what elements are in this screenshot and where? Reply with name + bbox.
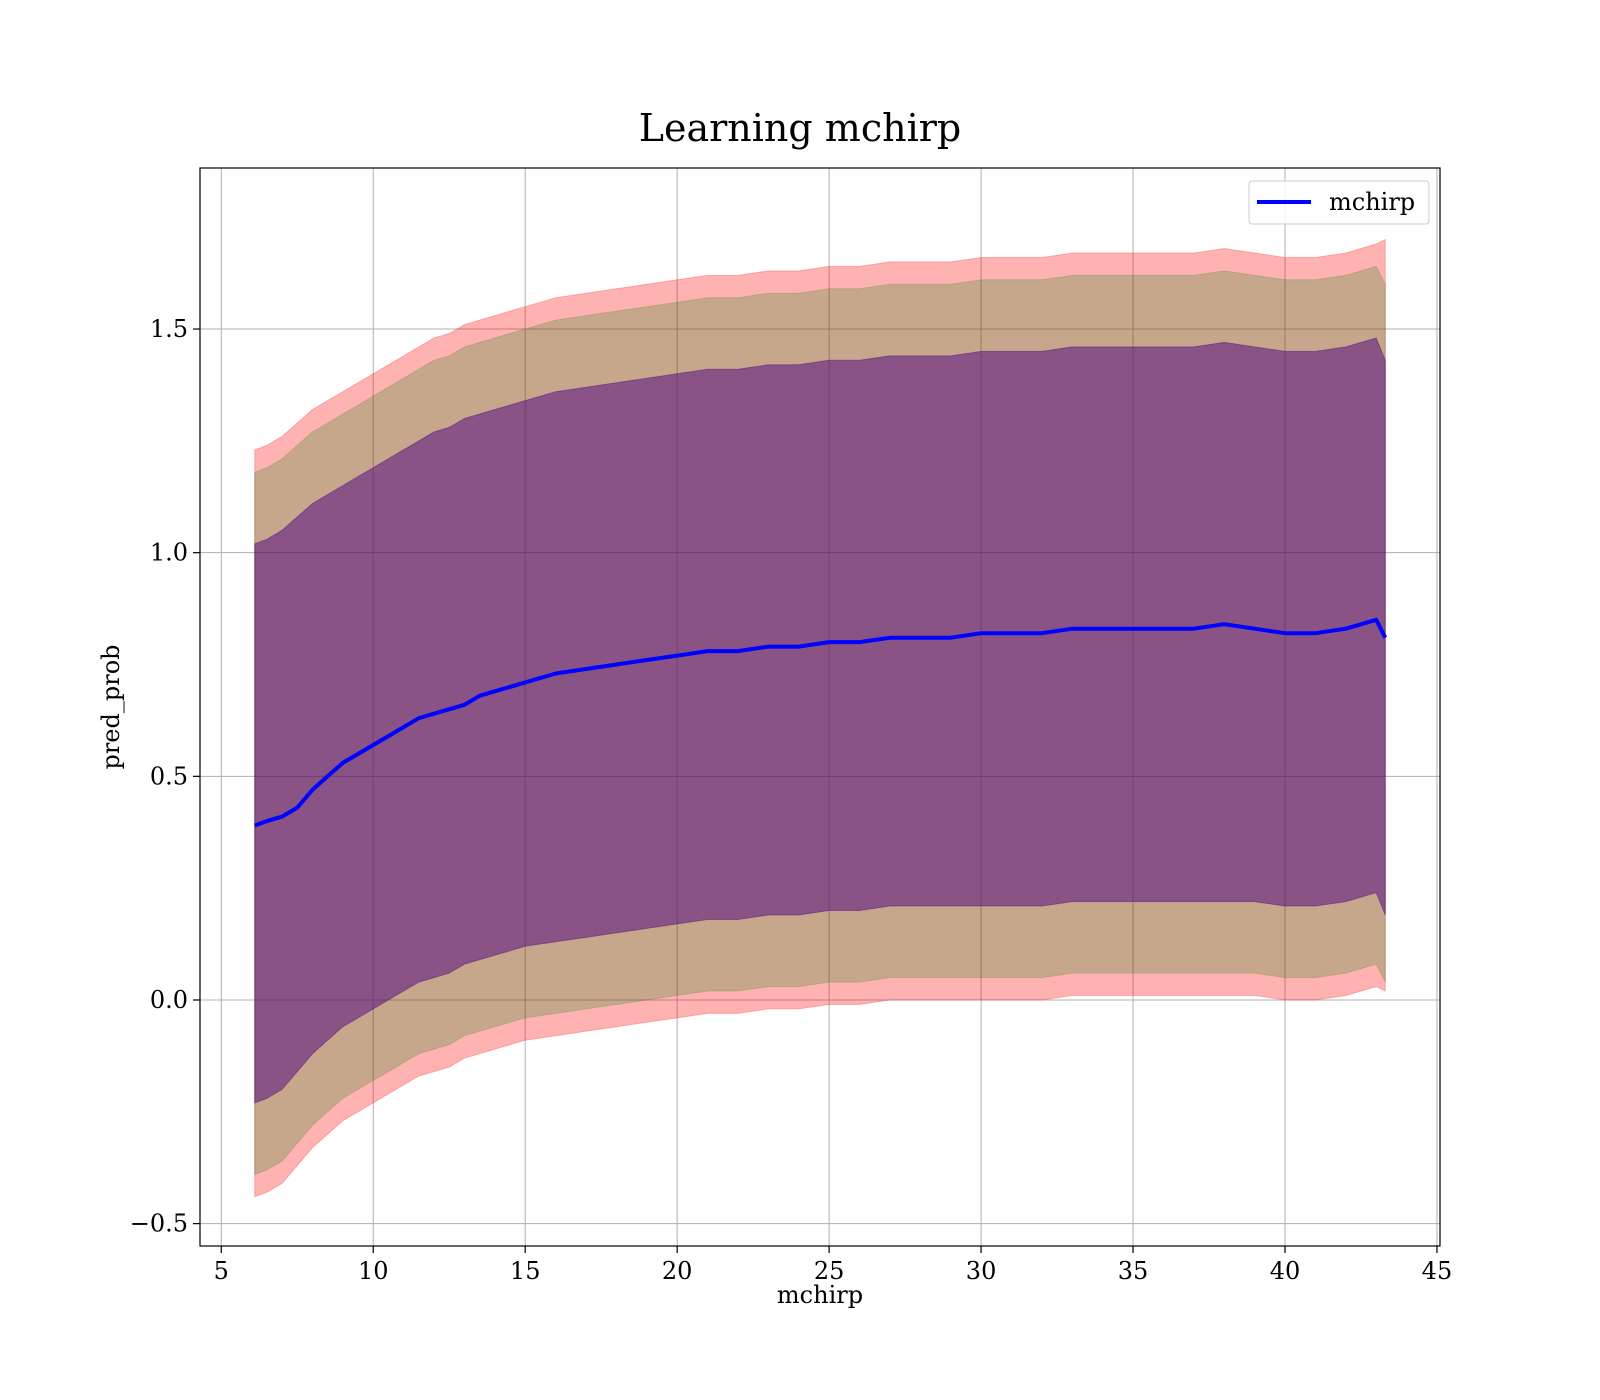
legend-label-mchirp: mchirp <box>1329 188 1415 216</box>
x-tick-label-0: 5 <box>214 1257 229 1285</box>
x-tick-label-1: 10 <box>358 1257 389 1285</box>
y-tick-label-3: 1.0 <box>150 539 188 567</box>
y-tick-label-4: 1.5 <box>150 315 188 343</box>
y-axis-label: pred_prob <box>97 644 125 769</box>
legend: mchirp <box>1248 180 1430 225</box>
legend-box <box>1248 180 1430 225</box>
x-tick-label-6: 35 <box>1118 1257 1149 1285</box>
x-tick-label-3: 20 <box>662 1257 693 1285</box>
confidence-band-2 <box>254 337 1386 1104</box>
series-line-mchirp <box>254 617 1388 828</box>
plot-frame <box>199 167 1441 1247</box>
x-tick-label-8: 45 <box>1422 1257 1453 1285</box>
x-tick-label-5: 30 <box>966 1257 997 1285</box>
y-tick-label-0: −0.5 <box>130 1210 188 1238</box>
x-axis-label: mchirp <box>777 1281 863 1309</box>
chart-title: Learning mchirp <box>639 106 961 150</box>
confidence-bands <box>254 238 1386 1198</box>
y-tick-label-2: 0.5 <box>150 762 188 790</box>
x-tick-label-2: 15 <box>510 1257 541 1285</box>
x-ticks: 5 10 15 20 25 30 35 40 45 <box>214 1246 1453 1285</box>
y-ticks: −0.5 0.0 0.5 1.0 1.5 <box>130 315 200 1238</box>
series-lines <box>254 617 1388 828</box>
x-tick-label-7: 40 <box>1270 1257 1301 1285</box>
y-tick-label-1: 0.0 <box>150 986 188 1014</box>
x-tick-label-4: 25 <box>814 1257 845 1285</box>
